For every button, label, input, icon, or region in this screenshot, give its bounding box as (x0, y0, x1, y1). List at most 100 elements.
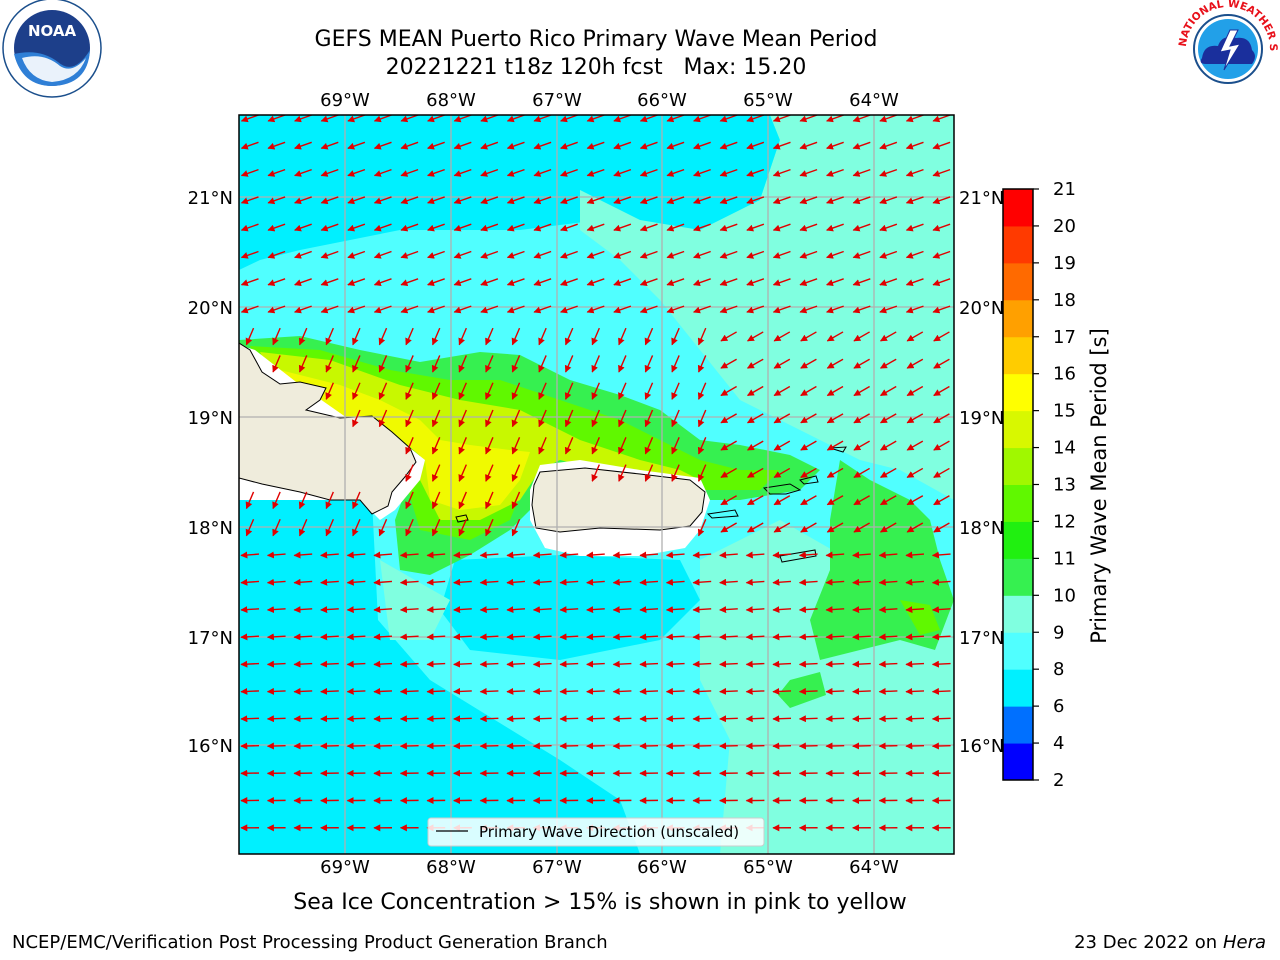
colorbar-swatch-0 (1003, 743, 1033, 781)
wave-arrow (560, 196, 578, 205)
wave-arrow (347, 250, 366, 259)
wave-arrow (879, 196, 898, 205)
colorbar-tick-label-10: 15 (1053, 401, 1076, 422)
wave-arrow (720, 467, 737, 478)
wave-arrow (906, 522, 924, 533)
colorbar-swatch-12 (1003, 299, 1033, 338)
colorbar-tick-label-4: 9 (1053, 622, 1064, 643)
wave-arrow (347, 168, 366, 177)
wave-arrow (506, 660, 526, 668)
wave-arrow (719, 278, 738, 286)
wave-arrow (294, 168, 312, 177)
wave-arrow (266, 660, 286, 668)
colorbar-tick-label-16: 21 (1053, 179, 1076, 200)
lon-label-top-2: 67°W (532, 90, 582, 111)
wave-arrow (612, 633, 632, 641)
wave-arrow (799, 196, 818, 205)
wave-arrow (693, 168, 711, 177)
wave-arrow (591, 409, 600, 428)
wave-arrow (644, 327, 654, 346)
wave-arrow (453, 141, 472, 150)
wave-arrow (933, 495, 950, 506)
wave-arrow (560, 223, 578, 232)
lon-label-top-1: 68°W (426, 90, 476, 111)
lat-label-left-0: 21°N (188, 188, 233, 209)
wave-arrow (879, 115, 898, 123)
colorbar-tick-label-7: 12 (1053, 511, 1076, 532)
wave-arrow (586, 168, 605, 177)
wave-arrow (773, 522, 791, 533)
wave-arrow (378, 409, 388, 428)
wave-arrow (293, 633, 313, 641)
latitude-labels: 21°N 21°N 20°N 20°N 19°N 19°N 18°N 18°N 17°N 17°N… (188, 188, 1005, 757)
wave-arrow (479, 742, 499, 750)
wave-arrow (399, 687, 419, 695)
wave-arrow (639, 223, 658, 232)
wave-arrow (852, 578, 871, 586)
wave-arrow (612, 687, 632, 695)
wave-arrow (427, 115, 445, 123)
wave-arrow (613, 141, 632, 150)
wave-arrow (564, 327, 574, 346)
wave-arrow (560, 115, 578, 123)
wave-arrow (559, 742, 579, 750)
wave-arrow (905, 196, 924, 205)
wave-arrow (400, 115, 419, 123)
wave-arrow (240, 141, 259, 150)
wave-arrow (399, 715, 419, 723)
wave-arrow (293, 687, 313, 695)
wave-arrow (294, 278, 312, 286)
colorbar-tick-label-15: 20 (1053, 216, 1076, 237)
wave-arrow (852, 742, 871, 750)
wave-arrow (772, 715, 792, 723)
wave-arrow (346, 715, 366, 723)
wave-arrow (320, 223, 339, 232)
wave-arrow (480, 115, 499, 123)
wave-arrow (879, 141, 898, 150)
wave-arrow (879, 522, 897, 533)
wave-arrow (267, 223, 286, 232)
wave-arrow (826, 331, 844, 342)
wave-arrow (373, 578, 393, 586)
wave-arrow (586, 687, 605, 695)
wave-arrow (746, 250, 765, 259)
lon-label-top-0: 69°W (320, 90, 370, 111)
wave-arrow (878, 742, 898, 750)
chart-title: GEFS MEAN Puerto Rico Primary Wave Mean … (314, 27, 878, 52)
wave-arrow (294, 196, 312, 205)
wave-arrow (485, 382, 494, 400)
wave-arrow (665, 660, 685, 668)
wave-arrow (826, 467, 844, 478)
wave-arrow (800, 385, 817, 397)
wave-arrow (798, 742, 818, 750)
wave-arrow (378, 518, 388, 537)
wave-arrow (586, 115, 605, 123)
wave-arrow (745, 633, 765, 641)
wave-arrow (772, 578, 792, 586)
map-field (239, 115, 954, 854)
lon-label-bottom-5: 64°W (849, 857, 899, 878)
sea-ice-caption: Sea Ice Concentration > 15% is shown in … (293, 890, 907, 915)
wave-arrow (325, 518, 334, 537)
wave-arrow (373, 278, 392, 286)
wave-arrow (511, 518, 521, 537)
wave-arrow (852, 551, 871, 559)
wave-arrow (746, 115, 765, 123)
wave-arrow (373, 715, 393, 723)
wave-arrow (373, 633, 393, 641)
wave-arrow (347, 305, 366, 314)
wave-arrow (266, 687, 286, 695)
wave-arrow (399, 606, 419, 614)
wave-arrow (639, 551, 659, 559)
wave-arrow (719, 223, 738, 232)
wave-arrow (852, 660, 871, 668)
wave-arrow (538, 327, 547, 346)
chart-subtitle: 20221221 t18z 120h fcst Max: 15.20 (385, 55, 807, 80)
wave-arrow (506, 305, 525, 314)
wave-arrow (905, 223, 924, 232)
wave-arrow (533, 141, 552, 150)
wave-arrow (240, 578, 260, 586)
wave-arrow (613, 196, 632, 205)
wave-arrow (586, 141, 605, 150)
wave-arrow (400, 278, 419, 286)
